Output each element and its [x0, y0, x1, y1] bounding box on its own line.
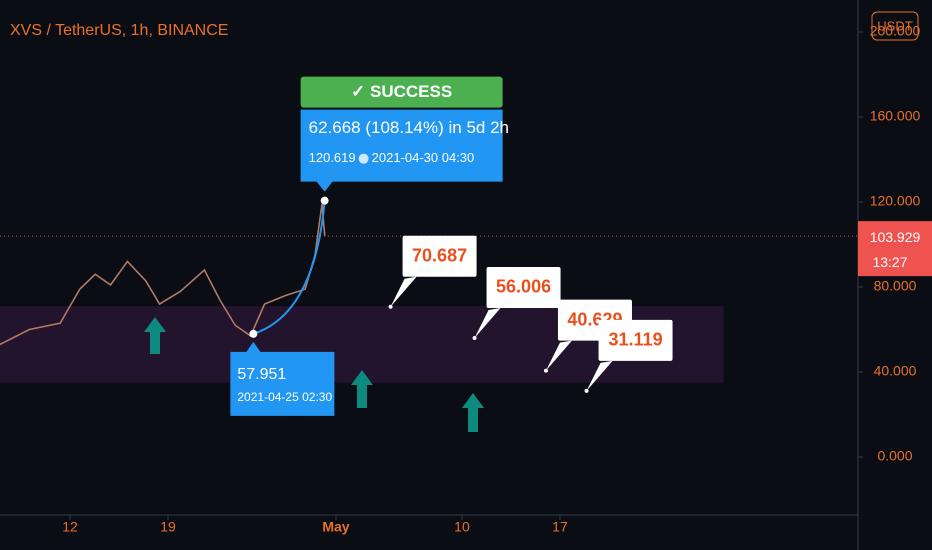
arrow-up — [144, 317, 166, 354]
low-box — [230, 341, 335, 416]
target-point — [543, 368, 548, 373]
target-point — [584, 388, 589, 393]
low-point — [249, 329, 258, 338]
target-pointer — [586, 360, 613, 391]
target-box — [402, 235, 477, 277]
target-point — [472, 335, 477, 340]
high-label: 120.619 — [309, 150, 356, 165]
clock-icon — [358, 153, 369, 164]
arrow-up — [351, 370, 373, 408]
x-tick-label: 12 — [62, 519, 78, 535]
x-tick-label: 10 — [454, 519, 470, 535]
low-time: 2021-04-25 02:30 — [237, 390, 332, 404]
x-tick-label: 19 — [160, 519, 176, 535]
currency-label: USDT — [877, 18, 912, 33]
y-tick-label: 0.000 — [877, 448, 912, 464]
target-pointer — [390, 276, 417, 307]
y-tick-label: 200.000 — [870, 23, 921, 39]
target-label: 56.006 — [496, 277, 551, 297]
high-point — [320, 196, 329, 205]
last-price-label: 103.929 — [870, 229, 921, 245]
last-price-tag — [858, 221, 932, 277]
target-box — [486, 266, 561, 308]
status-box — [300, 76, 503, 108]
chart-title: XVS / TetherUS, 1h, BINANCE — [10, 22, 228, 39]
currency-button[interactable] — [871, 11, 919, 41]
trade-curve — [253, 200, 326, 335]
info-box — [300, 109, 503, 192]
y-tick-label: 120.000 — [870, 193, 921, 209]
countdown-label: 13:27 — [872, 254, 907, 270]
low-label: 57.951 — [237, 366, 286, 383]
change-label: 62.668 (108.14%) in 5d 2h — [309, 118, 509, 137]
target-label: 31.119 — [609, 330, 663, 350]
y-tick-label: 80.000 — [874, 278, 917, 294]
x-tick-label: May — [322, 519, 349, 535]
arrow-up — [462, 393, 484, 432]
target-point — [388, 304, 393, 309]
y-tick-label: 160.000 — [870, 108, 921, 124]
high-time: 2021-04-30 04:30 — [372, 150, 475, 165]
plot: ✓ SUCCESS 62.668 (108.14%) in 5d 2h 120.61… — [0, 76, 858, 416]
x-tick-label: 17 — [552, 519, 568, 535]
y-tick-label: 40.000 — [874, 363, 917, 379]
arrows — [144, 317, 484, 432]
target-pointer — [474, 307, 501, 338]
target-pointer — [545, 340, 572, 371]
target-label: 70.687 — [412, 246, 467, 266]
target-box — [598, 319, 673, 361]
status-label: ✓ SUCCESS — [351, 82, 452, 101]
